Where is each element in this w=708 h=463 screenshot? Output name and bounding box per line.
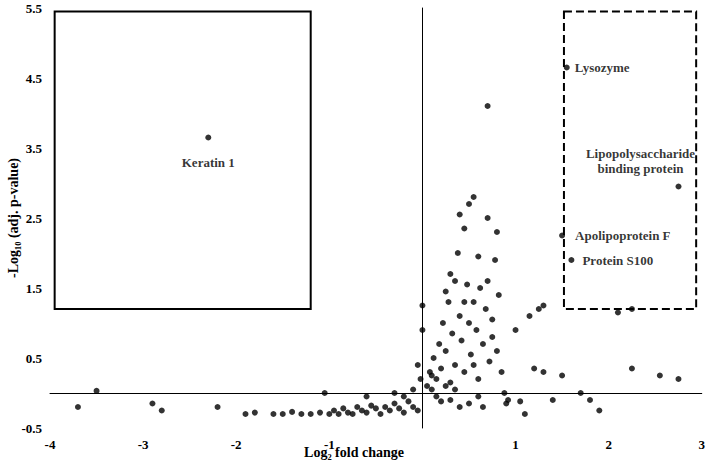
svg-text:Apolipoprotein F: Apolipoprotein F [575, 228, 671, 243]
svg-text:-Log₁₀ (adj. p-value): -Log₁₀ (adj. p-value) [6, 158, 22, 278]
svg-text:-4: -4 [45, 437, 56, 452]
svg-text:-3: -3 [138, 437, 149, 452]
svg-text:Lipopolysaccharide: Lipopolysaccharide [586, 146, 695, 161]
svg-text:Log₂ fold change: Log₂ fold change [304, 445, 404, 460]
svg-text:Protein S100: Protein S100 [582, 253, 653, 268]
svg-text:2.5: 2.5 [26, 211, 43, 226]
svg-text:5.5: 5.5 [26, 1, 43, 16]
svg-text:3: 3 [699, 437, 706, 452]
svg-text:-2: -2 [231, 437, 242, 452]
svg-text:0.5: 0.5 [26, 351, 43, 366]
svg-text:binding protein: binding protein [597, 161, 684, 176]
svg-text:-1: -1 [324, 437, 335, 452]
svg-text:3.5: 3.5 [26, 141, 43, 156]
svg-text:1: 1 [512, 437, 519, 452]
svg-text:Keratin 1: Keratin 1 [182, 155, 235, 170]
svg-text:1.5: 1.5 [26, 281, 43, 296]
svg-text:2: 2 [605, 437, 612, 452]
svg-text:4.5: 4.5 [26, 71, 43, 86]
svg-text:-0.5: -0.5 [21, 421, 42, 436]
svg-text:Lysozyme: Lysozyme [575, 60, 630, 75]
